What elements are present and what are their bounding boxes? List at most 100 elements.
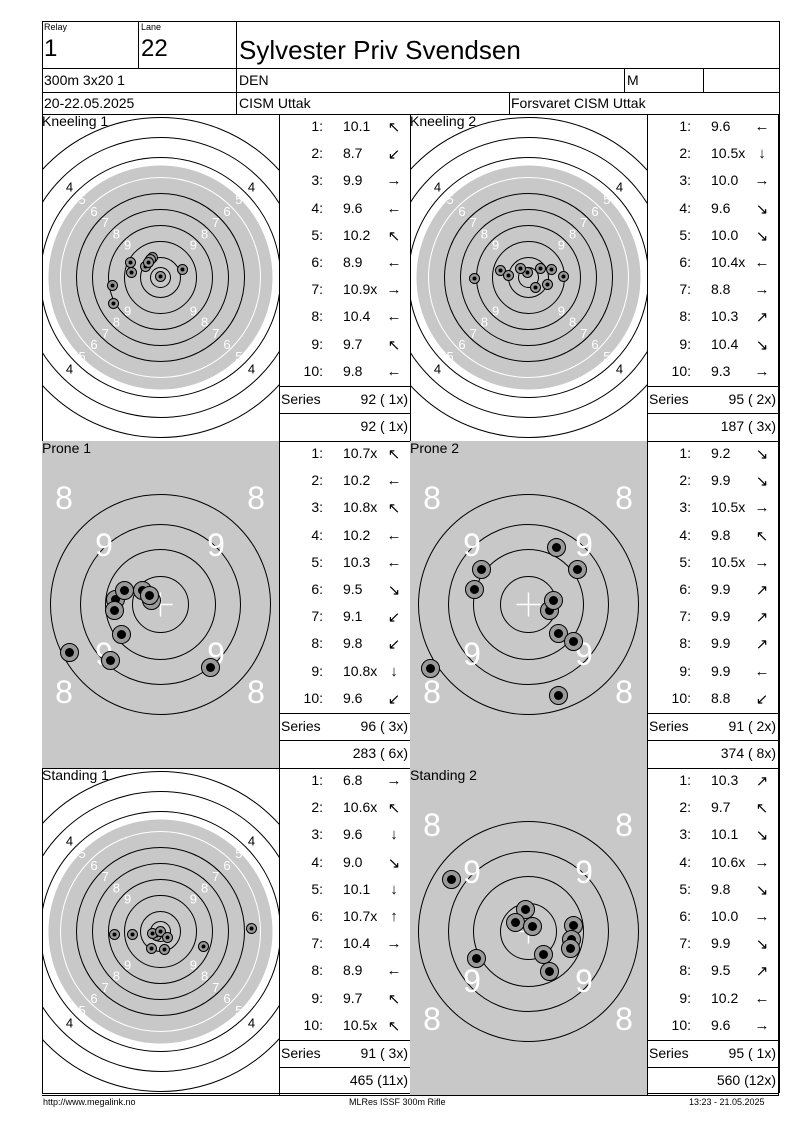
shot-value: 10.4x xyxy=(711,254,746,270)
shot-direction-icon: → xyxy=(754,281,770,299)
lane-label: Lane xyxy=(141,22,162,32)
series-label: Series xyxy=(281,391,321,407)
svg-text:9: 9 xyxy=(463,636,481,672)
target-kneeling-standing: 4 44 45 55 56 66 67 77 78 88 89 99 9 xyxy=(42,117,279,438)
svg-text:9: 9 xyxy=(492,238,499,253)
shot-value: 8.9 xyxy=(343,254,363,270)
shot-direction-icon: → xyxy=(754,553,770,571)
shot-direction-icon: ↙ xyxy=(755,690,769,708)
shot-row: 8: 9.5 ↗ xyxy=(647,962,778,989)
shot-value: 9.6 xyxy=(711,199,731,216)
shot-value: 9.3 xyxy=(711,362,731,379)
shot-mark xyxy=(155,926,166,937)
svg-text:8: 8 xyxy=(201,969,208,984)
shot-value: 9.6 xyxy=(343,199,363,216)
shot-value: 10.6x xyxy=(711,853,746,870)
shot-mark xyxy=(467,949,486,968)
shot-row: 1: 9.6 ← xyxy=(647,118,778,145)
footer-timestamp: 13:23 - 21.05.2025 xyxy=(689,1097,765,1107)
svg-text:7: 7 xyxy=(212,980,219,995)
svg-text:8: 8 xyxy=(113,880,120,895)
shot-direction-icon: ↓ xyxy=(758,145,766,163)
event-name: 300m 3x20 1 xyxy=(44,72,125,88)
shot-mark xyxy=(143,257,154,268)
shot-direction-icon: ↖ xyxy=(387,1017,401,1035)
shot-number: 10: xyxy=(303,689,323,706)
shot-direction-icon: ↗ xyxy=(755,963,769,981)
shot-number: 7: xyxy=(679,608,691,625)
shot-value: 9.6 xyxy=(343,826,363,843)
series-title: Prone 2 xyxy=(410,441,460,456)
shot-value: 10.8x xyxy=(343,499,378,516)
organizer: Forsvaret CISM Uttak xyxy=(511,95,646,111)
shot-mark xyxy=(159,944,170,955)
svg-text:8: 8 xyxy=(481,226,488,241)
running-total: 283 ( 6x) xyxy=(352,745,408,761)
shot-direction-icon: ↓ xyxy=(390,880,398,898)
shot-mark xyxy=(198,941,209,952)
series-label: Series xyxy=(281,718,321,734)
svg-text:5: 5 xyxy=(78,349,85,364)
svg-text:4: 4 xyxy=(66,1016,73,1031)
shot-row: 2: 10.2 ← xyxy=(279,472,410,499)
shot-direction-icon: → xyxy=(754,1016,770,1034)
shot-number: 1: xyxy=(679,772,691,788)
shot-row: 9: 9.7 ↖ xyxy=(279,990,410,1017)
shot-mark xyxy=(534,945,553,964)
shot-row: 6: 8.9 ← xyxy=(279,254,410,281)
series-total: 95 ( 1x) xyxy=(728,1045,776,1061)
svg-text:8: 8 xyxy=(113,969,120,984)
svg-text:8: 8 xyxy=(55,674,73,710)
shot-direction-icon: ↘ xyxy=(755,936,769,954)
shot-value: 9.6 xyxy=(343,689,363,706)
shot-mark xyxy=(547,538,566,557)
shot-direction-icon: → xyxy=(754,853,770,871)
shot-value: 10.0 xyxy=(711,172,739,189)
shot-value: 10.2 xyxy=(711,989,739,1006)
series-title: Prone 1 xyxy=(42,441,92,456)
shot-direction-icon: ↖ xyxy=(387,446,401,463)
shot-row: 4: 9.8 ↖ xyxy=(647,527,778,554)
svg-text:5: 5 xyxy=(235,349,242,364)
footer-software: MLRes ISSF 300m Rifle xyxy=(349,1097,446,1107)
svg-text:8: 8 xyxy=(113,226,120,241)
svg-text:8: 8 xyxy=(615,1001,633,1037)
shot-value: 9.9 xyxy=(711,608,731,625)
shot-direction-icon: ↘ xyxy=(755,336,769,354)
shot-row: 1: 10.7x ↖ xyxy=(279,445,410,472)
shot-row: 7: 10.4 → xyxy=(279,935,410,962)
svg-text:8: 8 xyxy=(201,226,208,241)
shot-direction-icon: ↖ xyxy=(387,800,401,818)
shot-mark xyxy=(105,601,124,620)
shot-value: 10.5x xyxy=(343,1016,378,1033)
shot-row: 3: 10.5x → xyxy=(647,499,778,526)
svg-text:6: 6 xyxy=(90,204,97,219)
shot-row: 2: 10.6x ↖ xyxy=(279,799,410,826)
svg-text:9: 9 xyxy=(124,303,131,318)
shot-direction-icon: ↘ xyxy=(755,473,769,491)
series-total: 96 ( 3x) xyxy=(360,718,408,734)
shot-direction-icon: ← xyxy=(386,553,402,571)
dates: 20-22.05.2025 xyxy=(44,95,135,111)
shot-value: 10.3 xyxy=(711,772,739,788)
shot-number: 7: xyxy=(311,935,323,952)
shot-value: 10.4 xyxy=(343,935,371,952)
shot-direction-icon: ↙ xyxy=(387,146,401,164)
shot-number: 3: xyxy=(311,826,323,843)
shot-row: 10: 9.6 → xyxy=(647,1017,778,1044)
shot-row: 8: 10.4 ← xyxy=(279,308,410,335)
shot-row: 7: 10.9x → xyxy=(279,281,410,308)
shot-mark xyxy=(421,659,440,678)
shot-value: 6.8 xyxy=(343,772,363,788)
shot-row: 6: 9.5 ↘ xyxy=(279,581,410,608)
shot-number: 7: xyxy=(679,935,691,952)
shot-row: 4: 9.6 ← xyxy=(279,200,410,227)
shot-value: 10.2 xyxy=(343,226,371,243)
series-label: Series xyxy=(281,1045,321,1061)
shot-number: 9: xyxy=(311,335,323,352)
shot-direction-icon: ← xyxy=(754,989,770,1007)
shot-row: 7: 9.9 ↘ xyxy=(647,935,778,962)
shot-value: 9.9 xyxy=(711,662,731,679)
